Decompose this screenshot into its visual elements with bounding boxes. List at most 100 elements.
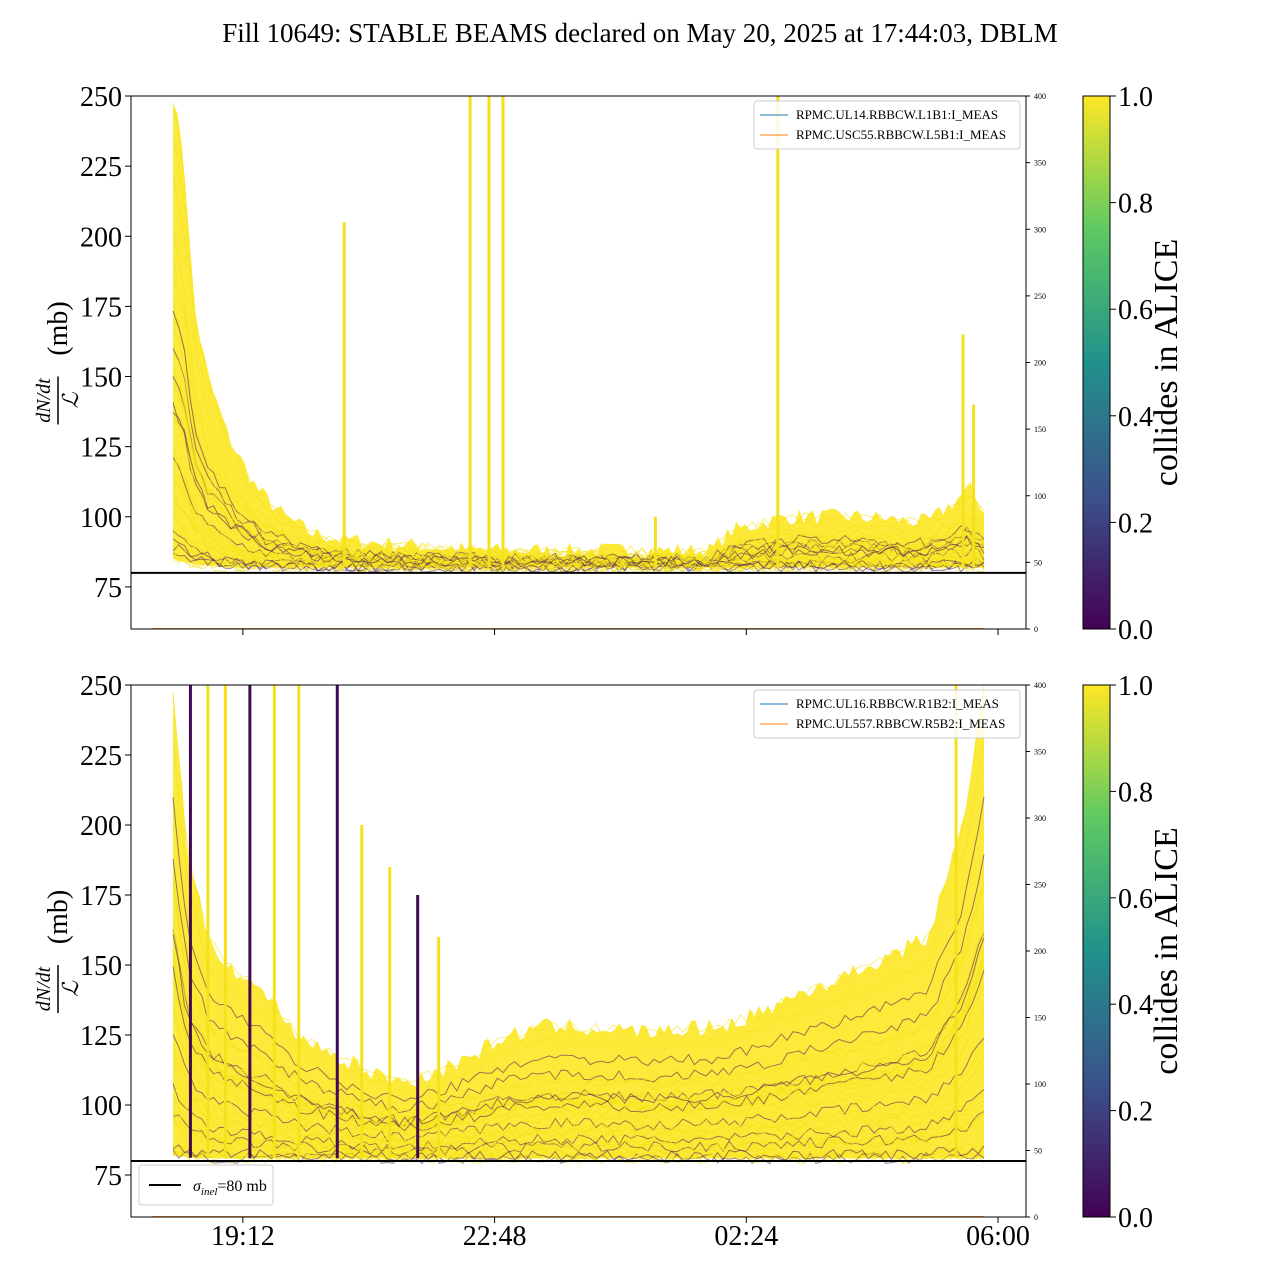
bottom-xtick-label: 22:48 — [463, 1221, 527, 1252]
top-ylabel: dN/dt ℒ (mb) — [33, 301, 83, 425]
bottom-trace — [172, 1146, 985, 1163]
bottom-trace — [172, 1151, 985, 1165]
bottom-trace — [172, 1054, 985, 1147]
top-colorbar-tick-label: 0.0 — [1118, 615, 1153, 646]
top-ylabel-denominator: ℒ — [58, 391, 83, 408]
top-legend-box — [753, 100, 1021, 150]
bottom-sigma-legend: σinel=80 mb — [138, 1164, 274, 1206]
bottom-ytick-label: 250 — [80, 671, 122, 702]
bottom-colorbar-tick-label: 0.6 — [1118, 884, 1153, 915]
bottom-trace — [172, 1061, 985, 1148]
bottom-trace — [172, 934, 985, 1128]
bottom-y2tick-label: 50 — [1034, 1147, 1042, 1156]
bottom-trace — [172, 882, 985, 1119]
bottom-traces — [172, 686, 985, 1165]
bottom-colorbar-tick-label: 0.0 — [1118, 1203, 1153, 1234]
bottom-legend-label: RPMC.UL16.RBBCW.R1B2:I_MEAS — [796, 696, 999, 711]
top-legend-label: RPMC.USC55.RBBCW.L5B1:I_MEAS — [796, 127, 1006, 142]
bottom-ylabel-unit: (mb) — [43, 890, 74, 944]
top-ylabel-numerator: dN/dt — [33, 378, 55, 423]
top-trace — [172, 538, 985, 573]
top-colorbar-tick-label: 0.8 — [1118, 189, 1153, 220]
top-ytick-label: 175 — [80, 292, 122, 323]
top-colorbar-label: collides in ALICE — [1148, 239, 1185, 486]
bottom-trace — [172, 1005, 985, 1138]
bottom-xtick-label: 06:00 — [966, 1221, 1030, 1252]
top-ylabel-unit: (mb) — [43, 301, 74, 355]
bottom-trace — [172, 1045, 985, 1145]
bottom-xtick-label: 19:12 — [211, 1221, 275, 1252]
top-trace — [172, 102, 985, 557]
bottom-ytick-label: 75 — [94, 1161, 122, 1192]
bottom-xtick-label: 02:24 — [714, 1221, 778, 1252]
bottom-trace — [172, 1083, 985, 1152]
top-trace — [172, 136, 985, 558]
top-y2tick-label: 300 — [1034, 225, 1046, 234]
top-ytick-label: 125 — [80, 433, 122, 464]
bottom-ylabel: dN/dt ℒ (mb) — [33, 890, 83, 1013]
bottom-ytick-label: 175 — [80, 881, 122, 912]
bottom-y2tick-label: 100 — [1034, 1080, 1046, 1089]
bottom-ytick-label: 225 — [80, 741, 122, 772]
bottom-data-group — [172, 685, 985, 1165]
bottom-envelope-fill — [173, 688, 984, 1159]
bottom-ytick-label: 200 — [80, 811, 122, 842]
top-y2tick-label: 50 — [1034, 558, 1042, 567]
top-trace — [172, 176, 985, 560]
top-y2tick-label: 350 — [1034, 159, 1046, 168]
top-colorbar — [1082, 95, 1111, 630]
bottom-y2tick-label: 400 — [1034, 681, 1046, 690]
top-trace — [172, 402, 985, 568]
top-ytick-label: 75 — [94, 573, 122, 604]
top-colorbar-tick-label: 0.4 — [1118, 402, 1153, 433]
bottom-trace — [172, 978, 985, 1134]
top-ytick-label: 225 — [80, 152, 122, 183]
top-ytick-label: 150 — [80, 363, 122, 394]
bottom-sigma-legend-label: σinel=80 mb — [193, 1178, 267, 1198]
bottom-trace — [172, 854, 985, 1114]
bottom-colorbar-label: collides in ALICE — [1148, 827, 1185, 1074]
bottom-ylabel-numerator: dN/dt — [33, 966, 55, 1011]
bottom-trace — [172, 1109, 985, 1156]
top-trace — [172, 405, 985, 568]
top-data-group — [172, 96, 985, 574]
top-ytick-label: 200 — [80, 222, 122, 253]
bottom-y2tick-label: 0 — [1034, 1213, 1038, 1222]
bottom-colorbar-tick-label: 0.8 — [1118, 777, 1153, 808]
bottom-ytick-label: 125 — [80, 1021, 122, 1052]
bottom-trace — [172, 734, 985, 1095]
top-traces — [172, 102, 985, 574]
bottom-trace — [172, 1034, 985, 1143]
bottom-trace — [172, 686, 985, 1083]
bottom-trace — [172, 931, 985, 1129]
bottom-trace — [172, 1111, 985, 1157]
figure-title: Fill 10649: STABLE BEAMS declared on May… — [222, 18, 1058, 48]
bottom-trace — [172, 1144, 985, 1162]
top-y2tick-label: 0 — [1034, 625, 1038, 634]
top-colorbar-tick-label: 0.2 — [1118, 508, 1153, 539]
bottom-y2tick-label: 300 — [1034, 814, 1046, 823]
bottom-legend-box — [753, 689, 1021, 739]
top-y2tick-label: 250 — [1034, 292, 1046, 301]
bottom-trace — [172, 913, 985, 1122]
bottom-colorbar — [1082, 684, 1111, 1218]
top-colorbar-tick-label: 1.0 — [1118, 82, 1153, 113]
top-y2tick-label: 100 — [1034, 492, 1046, 501]
bottom-colorbar-tick-label: 0.4 — [1118, 990, 1153, 1021]
bottom-sigma-legend-box — [138, 1164, 274, 1206]
top-y2tick-label: 200 — [1034, 359, 1046, 368]
top-trace — [172, 551, 985, 574]
bottom-trace — [172, 1113, 985, 1158]
bottom-y2tick-label: 350 — [1034, 748, 1046, 757]
bottom-ylabel-denominator: ℒ — [58, 980, 83, 997]
bottom-legend: RPMC.UL16.RBBCW.R1B2:I_MEAS RPMC.UL557.RB… — [753, 689, 1021, 739]
top-panel: 75 100 125 150 175 200 225 250 0 50 100 150 200 250 30… — [33, 82, 1185, 646]
bottom-colorbar-tick-label: 0.2 — [1118, 1097, 1153, 1128]
bottom-trace — [172, 1074, 985, 1150]
bottom-colorbar-tick-label: 1.0 — [1118, 671, 1153, 702]
bottom-panel: 75 100 125 150 175 200 225 250 0 50 100 150 200 250 30… — [33, 671, 1185, 1252]
bottom-ytick-label: 150 — [80, 951, 122, 982]
top-legend: RPMC.UL14.RBBCW.L1B1:I_MEAS RPMC.USC55.RB… — [753, 100, 1021, 150]
